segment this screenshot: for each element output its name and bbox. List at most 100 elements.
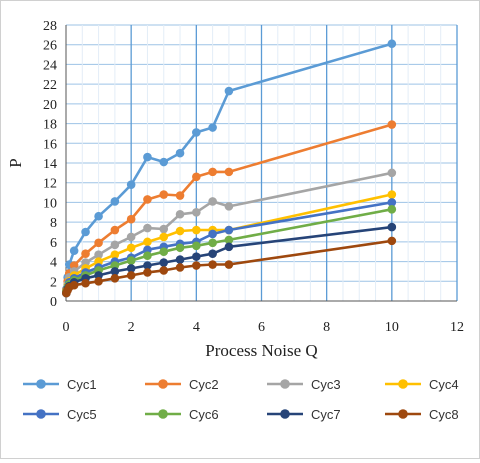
data-point: [94, 271, 103, 280]
legend-marker: [36, 379, 46, 389]
data-point: [175, 209, 185, 219]
axes: [65, 25, 457, 302]
data-point: [143, 237, 152, 247]
series-cyc8: [62, 236, 397, 298]
x-tick-labels: 0 2 4 6 8 10 12: [63, 320, 465, 335]
data-point: [224, 202, 234, 211]
legend-item-cyc6: Cyc6: [145, 407, 219, 422]
data-point: [208, 197, 217, 206]
data-point: [143, 195, 152, 204]
legend-label: Cyc8: [429, 407, 459, 422]
y-tick-label: 26: [43, 39, 57, 54]
data-point: [69, 246, 79, 256]
data-point: [126, 232, 136, 242]
x-tick-label: 6: [258, 320, 265, 335]
data-point: [94, 276, 103, 286]
data-point: [126, 214, 136, 224]
data-point: [159, 232, 169, 242]
legend-item-cyc5: Cyc5: [23, 407, 97, 422]
data-point: [208, 229, 217, 239]
data-point: [110, 225, 120, 235]
data-point: [192, 207, 201, 217]
legend-marker: [36, 409, 46, 419]
x-tick-label: 2: [128, 320, 135, 335]
data-point: [159, 190, 169, 199]
data-point: [192, 241, 201, 251]
y-tick-label: 18: [43, 118, 57, 133]
legend-marker: [280, 379, 290, 389]
x-tick-label: 10: [385, 320, 399, 335]
y-tick-label: 0: [50, 295, 57, 310]
data-point: [110, 267, 120, 276]
data-point: [159, 266, 169, 275]
legend-label: Cyc3: [311, 377, 341, 392]
data-point: [224, 86, 234, 96]
data-point: [175, 226, 185, 236]
data-point: [94, 238, 103, 248]
data-point: [159, 224, 169, 234]
data-point: [94, 250, 103, 259]
y-tick-label: 28: [43, 19, 57, 34]
data-point: [224, 167, 234, 177]
data-point: [192, 225, 201, 235]
data-point: [387, 190, 397, 199]
legend-label: Cyc4: [429, 377, 459, 392]
data-point: [143, 152, 152, 162]
data-point: [110, 197, 120, 206]
data-point: [143, 223, 152, 233]
data-point: [387, 205, 397, 214]
legend-marker: [398, 379, 408, 389]
data-point: [110, 250, 120, 259]
data-point: [126, 180, 136, 189]
data-point: [192, 128, 201, 137]
data-point: [208, 123, 217, 132]
data-point: [143, 245, 152, 255]
data-point: [81, 227, 90, 237]
legend-label: Cyc7: [311, 407, 341, 422]
legend-label: Cyc2: [189, 377, 219, 392]
data-point: [192, 172, 201, 182]
data-point: [192, 252, 201, 261]
data-point: [387, 39, 397, 49]
data-point: [224, 225, 234, 235]
data-point: [224, 260, 234, 269]
y-tick-label: 14: [43, 157, 57, 172]
data-point: [110, 274, 120, 283]
y-tick-label: 2: [50, 275, 57, 290]
data-point: [387, 168, 397, 178]
x-tick-label: 4: [193, 320, 200, 335]
data-point: [110, 240, 120, 250]
legend-label: Cyc1: [67, 377, 97, 392]
legend-item-cyc7: Cyc7: [267, 407, 341, 422]
data-point: [208, 249, 217, 258]
data-point: [192, 261, 201, 270]
data-point: [387, 120, 397, 129]
legend-item-cyc2: Cyc2: [145, 377, 219, 392]
x-tick-label: 0: [63, 320, 70, 335]
series-group: [62, 39, 397, 298]
legend-label: Cyc5: [67, 407, 97, 422]
data-point: [175, 263, 185, 272]
data-point: [126, 243, 136, 253]
data-point: [387, 236, 397, 246]
data-point: [175, 191, 185, 200]
y-tick-label: 24: [43, 58, 57, 73]
x-axis-label: Process Noise Q: [205, 341, 317, 360]
legend-marker: [158, 379, 168, 389]
legend-marker: [280, 409, 290, 419]
x-tick-label: 12: [450, 320, 464, 335]
data-point: [208, 167, 217, 177]
legend: Cyc1 Cyc2 Cyc3 Cyc4 Cyc5 Cyc6 Cyc7 Cyc8: [23, 377, 459, 422]
y-tick-label: 8: [50, 216, 57, 231]
legend-label: Cyc6: [189, 407, 219, 422]
data-point: [224, 235, 234, 245]
y-tick-label: 4: [50, 256, 57, 271]
data-point: [69, 280, 79, 290]
data-point: [143, 251, 152, 260]
data-point: [143, 261, 152, 270]
data-point: [387, 198, 397, 207]
data-point: [81, 278, 90, 288]
y-tick-label: 10: [43, 196, 57, 211]
